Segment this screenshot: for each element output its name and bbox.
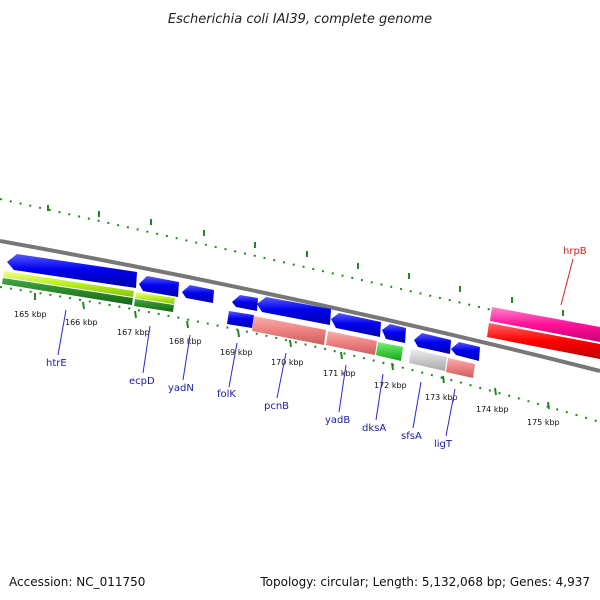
cds-sfsA[interactable] [414,333,451,354]
tick-label-171: 171 kbp [323,369,356,378]
gene-labels: htrE ecpD yadN folK pcnB yadB dksA sfsA … [46,246,587,450]
gene-label-sfsA[interactable]: sfsA [401,431,422,442]
map-title: Escherichia coli IAI39, complete genome [168,12,432,27]
tick-label-165: 165 kbp [14,310,47,319]
tick-label-175: 175 kbp [527,418,560,427]
cds-dksA[interactable] [382,324,406,343]
feature-sfsA-gray[interactable] [409,349,447,371]
genome-backbone [0,239,600,373]
cds-ligT[interactable] [451,342,480,361]
feature-lime-ecpD[interactable] [134,292,175,312]
tick-label-168: 168 kbp [169,337,202,346]
cds-yadB[interactable] [331,313,381,337]
outer-ring-ticks [47,205,564,316]
tick-label-170: 170 kbp [271,358,304,367]
gene-label-folK[interactable]: folK [217,389,236,400]
gene-label-htrE[interactable]: htrE [46,358,67,369]
feature-lime-htrE[interactable] [2,271,134,305]
gene-label-ecpD[interactable]: ecpD [129,376,155,387]
feature-yadB-salmon[interactable] [326,331,377,355]
feature-hrpB[interactable] [487,307,600,359]
tick-label-167: 167 kbp [117,328,150,337]
genome-summary: Topology: circular; Length: 5,132,068 bp… [259,575,590,589]
cds-yadN[interactable] [182,285,214,303]
gene-label-hrpB[interactable]: hrpB [563,246,587,257]
feature-pcnB-salmon[interactable] [252,316,326,345]
cds-ecpD[interactable] [139,276,179,297]
accession-label: Accession: NC_011750 [9,575,145,589]
hrpB-leader-line [560,258,574,306]
feature-dksA-green[interactable] [376,342,403,361]
cds-pcnB[interactable] [257,297,331,325]
tick-label-172: 172 kbp [374,381,407,390]
gene-label-yadN[interactable]: yadN [168,383,194,394]
tick-label-174: 174 kbp [476,405,509,414]
tick-label-169: 169 kbp [220,348,253,357]
tick-label-166: 166 kbp [65,318,98,327]
scale-labels: 165 kbp 166 kbp 167 kbp 168 kbp 169 kbp … [14,310,560,427]
tick-label-173: 173 kbp [425,393,458,402]
cds-arrows [7,254,480,361]
gene-label-yadB[interactable]: yadB [325,415,350,426]
gene-leader-lines [57,309,456,437]
cds-folK-lower[interactable] [227,311,254,328]
gene-label-pcnB[interactable]: pcnB [264,401,289,412]
scale-major-ticks [34,293,550,410]
cds-folK[interactable] [232,295,258,311]
feature-ligT-salmon[interactable] [446,358,475,378]
gene-label-ligT[interactable]: ligT [434,439,453,450]
gene-label-dksA[interactable]: dksA [362,423,386,434]
feature-lower-track [252,316,475,378]
cds-htrE[interactable] [7,254,137,288]
